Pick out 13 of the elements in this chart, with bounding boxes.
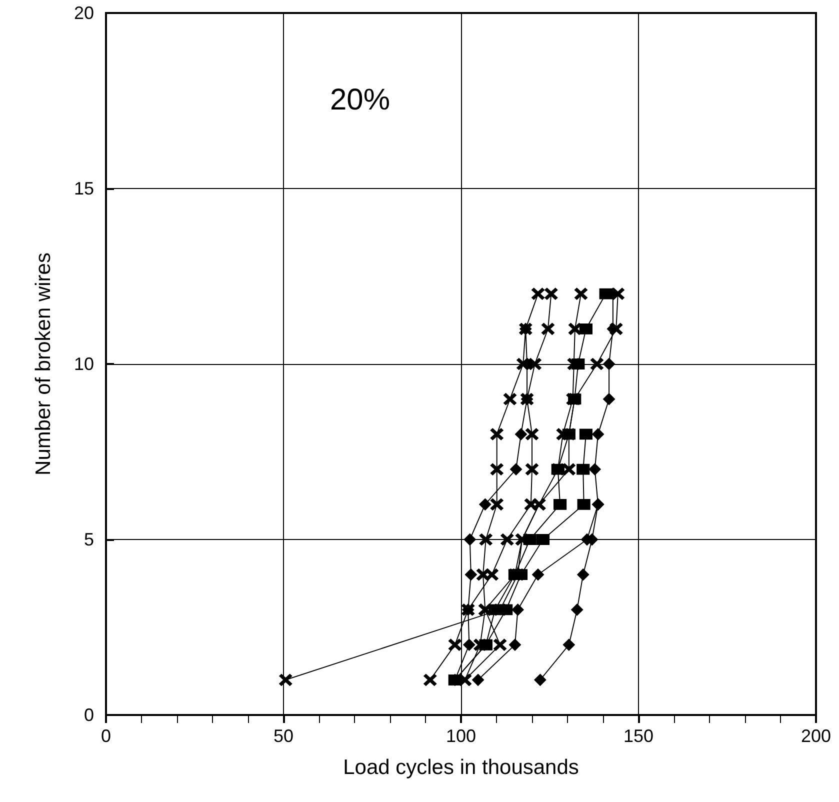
- y-tick-label: 15: [74, 178, 94, 198]
- y-axis-title: Number of broken wires: [32, 252, 55, 476]
- annotation: 20%: [330, 84, 390, 116]
- y-tick-label: 0: [84, 705, 94, 725]
- x-tick-label: 100: [446, 726, 476, 746]
- y-tick-label: 10: [74, 354, 94, 374]
- x-tick-label: 200: [800, 726, 832, 746]
- x-tick-label: 150: [623, 726, 654, 746]
- x-axis-title: Load cycles in thousands: [343, 756, 579, 779]
- x-tick-label: 50: [273, 726, 294, 746]
- y-tick-label: 20: [74, 3, 94, 23]
- x-tick-label: 0: [100, 726, 112, 746]
- y-tick-label: 5: [84, 530, 94, 550]
